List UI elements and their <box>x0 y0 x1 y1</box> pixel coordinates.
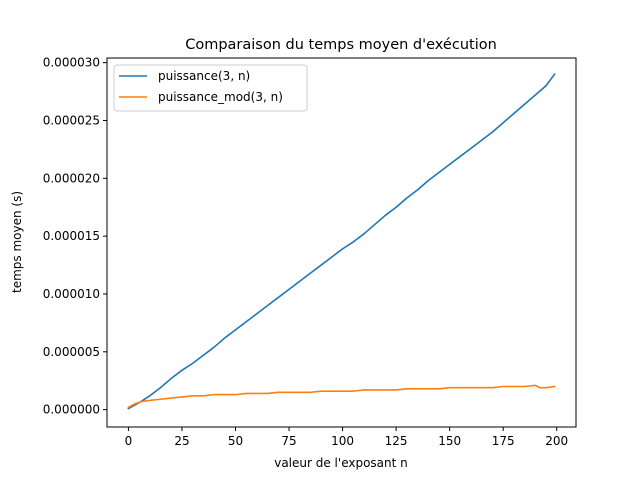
y-tick-label: 0.000015 <box>43 229 100 243</box>
x-tick-label: 175 <box>492 434 515 448</box>
x-tick-label: 100 <box>331 434 354 448</box>
x-axis-label: valeur de l'exposant n <box>274 456 408 470</box>
x-tick-label: 75 <box>281 434 296 448</box>
chart-title: Comparaison du temps moyen d'exécution <box>185 37 497 53</box>
legend: puissance(3, n) puissance_mod(3, n) <box>113 64 308 112</box>
series-layer <box>127 73 556 410</box>
x-tick-label: 125 <box>385 434 408 448</box>
x-axis: 0 25 50 75 100 125 150 175 200 <box>125 427 568 448</box>
legend-box <box>113 64 308 112</box>
series-line-puissance-mod <box>127 384 556 409</box>
y-tick-label: 0.000025 <box>43 113 100 127</box>
y-tick-label: 0.000005 <box>43 345 100 359</box>
x-tick-label: 200 <box>545 434 568 448</box>
x-tick-label: 150 <box>438 434 461 448</box>
x-tick-label: 50 <box>228 434 243 448</box>
plot-frame <box>106 57 577 428</box>
y-tick-label: 0.000020 <box>43 171 100 185</box>
x-tick-label: 25 <box>174 434 189 448</box>
y-axis: 0.000000 0.000005 0.000010 0.000015 0.000020… <box>43 56 107 417</box>
x-tick-label: 0 <box>125 434 133 448</box>
series-line-puissance <box>127 73 556 410</box>
legend-label-puissance-mod: puissance_mod(3, n) <box>158 90 283 104</box>
y-tick-label: 0.000010 <box>43 287 100 301</box>
y-tick-label: 0.000030 <box>43 56 100 70</box>
y-tick-label: 0.000000 <box>43 403 100 417</box>
y-axis-label: temps moyen (s) <box>10 191 24 293</box>
legend-label-puissance: puissance(3, n) <box>158 69 250 83</box>
